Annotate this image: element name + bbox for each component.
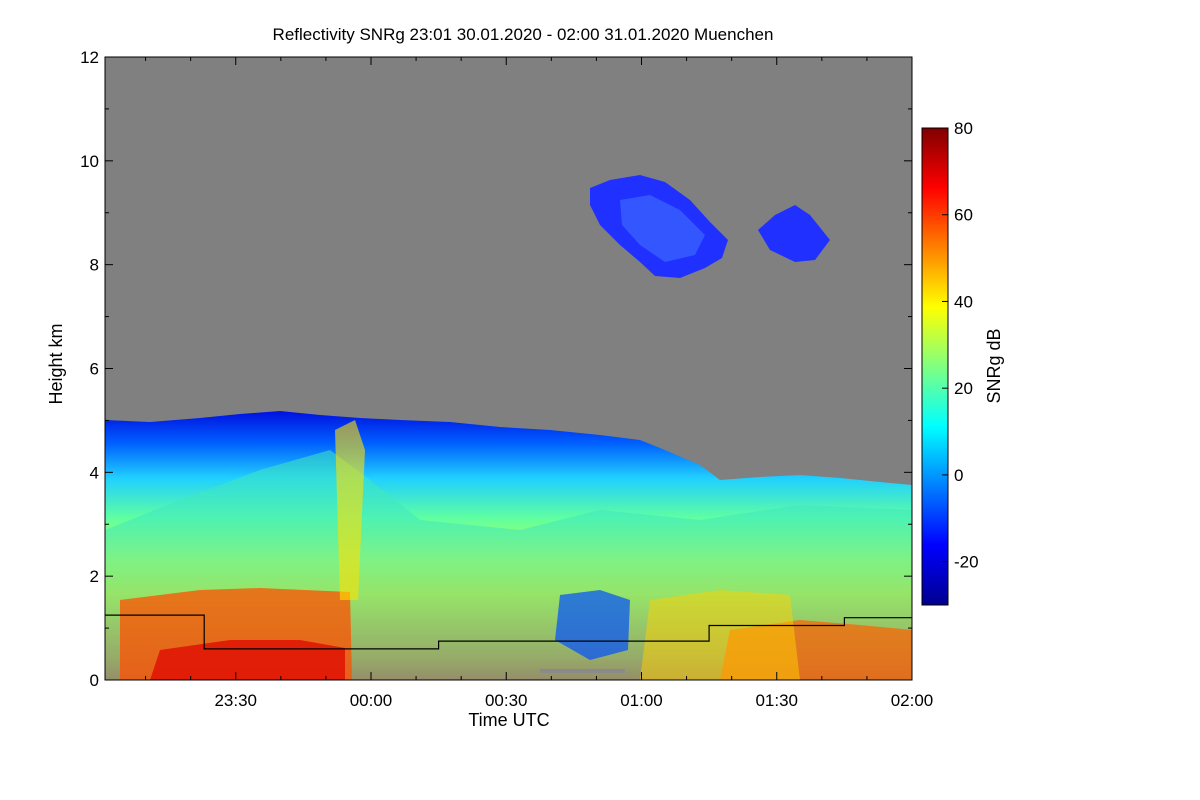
y-tick-label: 2 [90, 567, 99, 586]
colorbar-ticks: -20 0 20 40 60 80 [942, 119, 979, 572]
x-axis: 23:30 00:00 00:30 01:00 01:30 02:00 [145, 57, 934, 710]
upper-cloud-core [620, 195, 705, 262]
x-tick-label: 01:30 [755, 691, 798, 710]
x-tick-label: 23:30 [214, 691, 257, 710]
colorbar-tick-label: 0 [954, 466, 963, 485]
colorbar [921, 127, 949, 606]
y-tick-label: 8 [90, 256, 99, 275]
upper-cloud-small [758, 205, 830, 262]
y-tick-label: 0 [90, 671, 99, 690]
precip-right-mid [640, 590, 800, 680]
x-tick-label: 02:00 [891, 691, 934, 710]
x-axis-label: Time UTC [468, 710, 549, 730]
y-tick-label: 10 [80, 152, 99, 171]
x-tick-label: 00:30 [485, 691, 528, 710]
y-tick-label: 4 [90, 463, 99, 482]
y-axis: 0 2 4 6 8 10 12 [80, 48, 912, 690]
y-axis-label: Height km [46, 323, 66, 404]
weak-echo-region [555, 590, 630, 660]
colorbar-tick-label: 40 [954, 292, 973, 311]
plot-content [105, 175, 912, 680]
step-line [105, 614, 912, 650]
colorbar-tick-label: -20 [954, 553, 979, 572]
colorbar-label: SNRg dB [984, 328, 1004, 403]
x-tick-label: 01:00 [620, 691, 663, 710]
fall-streak [335, 420, 365, 600]
colorbar-tick-label: 80 [954, 119, 973, 138]
bottom-artifact [540, 669, 625, 673]
y-tick-label: 12 [80, 48, 99, 67]
y-tick-label: 6 [90, 360, 99, 379]
colorbar-tick-label: 60 [954, 206, 973, 225]
x-tick-label: 00:00 [350, 691, 393, 710]
precip-core-left-inner [150, 640, 345, 680]
colorbar-tick-label: 20 [954, 379, 973, 398]
chart-title: Reflectivity SNRg 23:01 30.01.2020 - 02:… [273, 25, 774, 44]
